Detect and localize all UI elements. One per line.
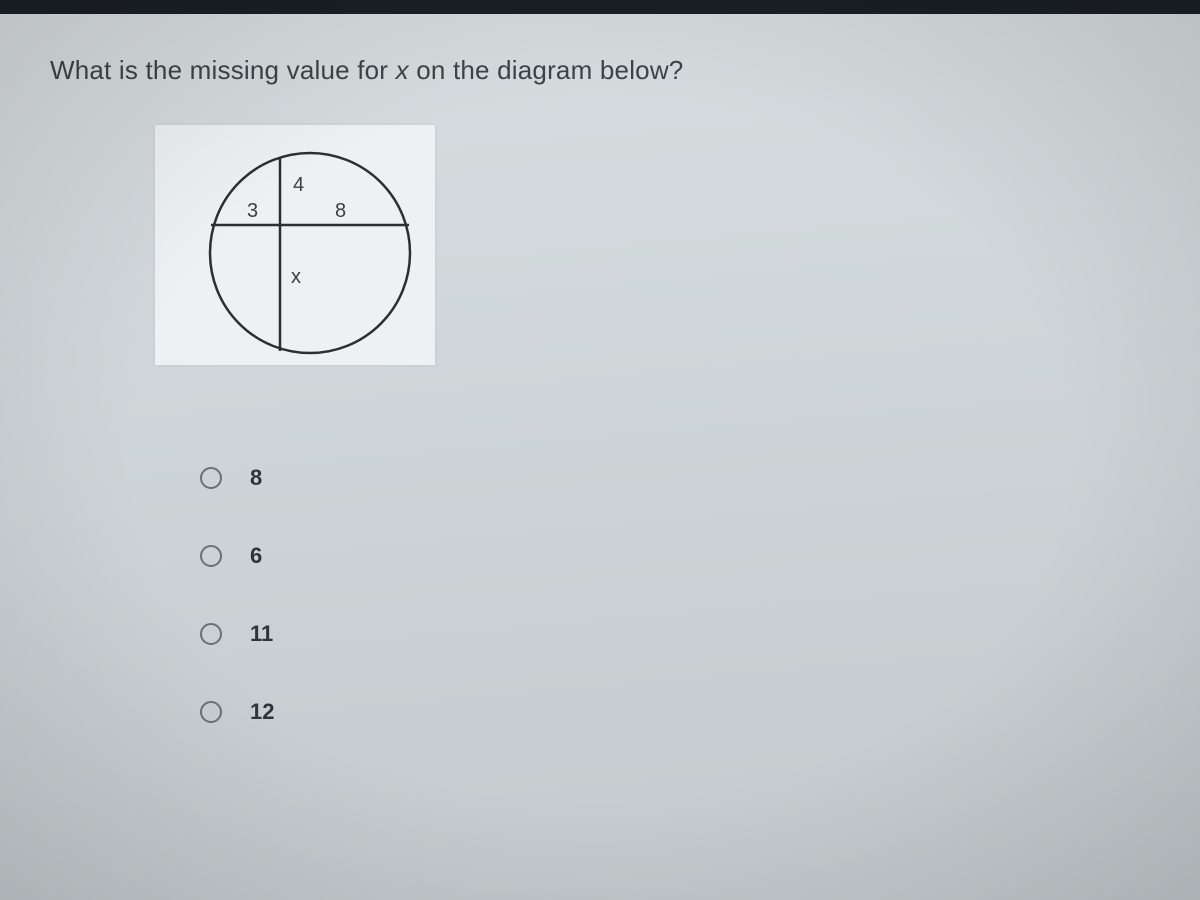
label-bottom: x [291, 266, 301, 288]
question-variable: x [396, 55, 409, 85]
option-2[interactable]: 11 [200, 621, 274, 647]
radio-icon [200, 701, 222, 723]
diagram-circle [210, 153, 410, 353]
label-left: 3 [247, 200, 258, 222]
question-suffix: on the diagram below? [409, 55, 684, 85]
option-label: 11 [250, 621, 273, 647]
option-label: 12 [250, 699, 274, 725]
window-top-bar [0, 0, 1200, 14]
radio-icon [200, 623, 222, 645]
diagram-card: 3 4 8 x [155, 125, 435, 365]
label-right: 8 [335, 200, 346, 222]
option-0[interactable]: 8 [200, 465, 274, 491]
radio-icon [200, 545, 222, 567]
question-prefix: What is the missing value for [50, 55, 396, 85]
option-1[interactable]: 6 [200, 543, 274, 569]
option-3[interactable]: 12 [200, 699, 274, 725]
chord-diagram: 3 4 8 x [155, 125, 435, 365]
question-text: What is the missing value for x on the d… [50, 55, 683, 86]
option-label: 8 [250, 465, 262, 491]
answer-options: 8 6 11 12 [200, 465, 274, 777]
quiz-page: What is the missing value for x on the d… [0, 0, 1200, 900]
option-label: 6 [250, 543, 262, 569]
radio-icon [200, 467, 222, 489]
label-top: 4 [293, 174, 304, 196]
